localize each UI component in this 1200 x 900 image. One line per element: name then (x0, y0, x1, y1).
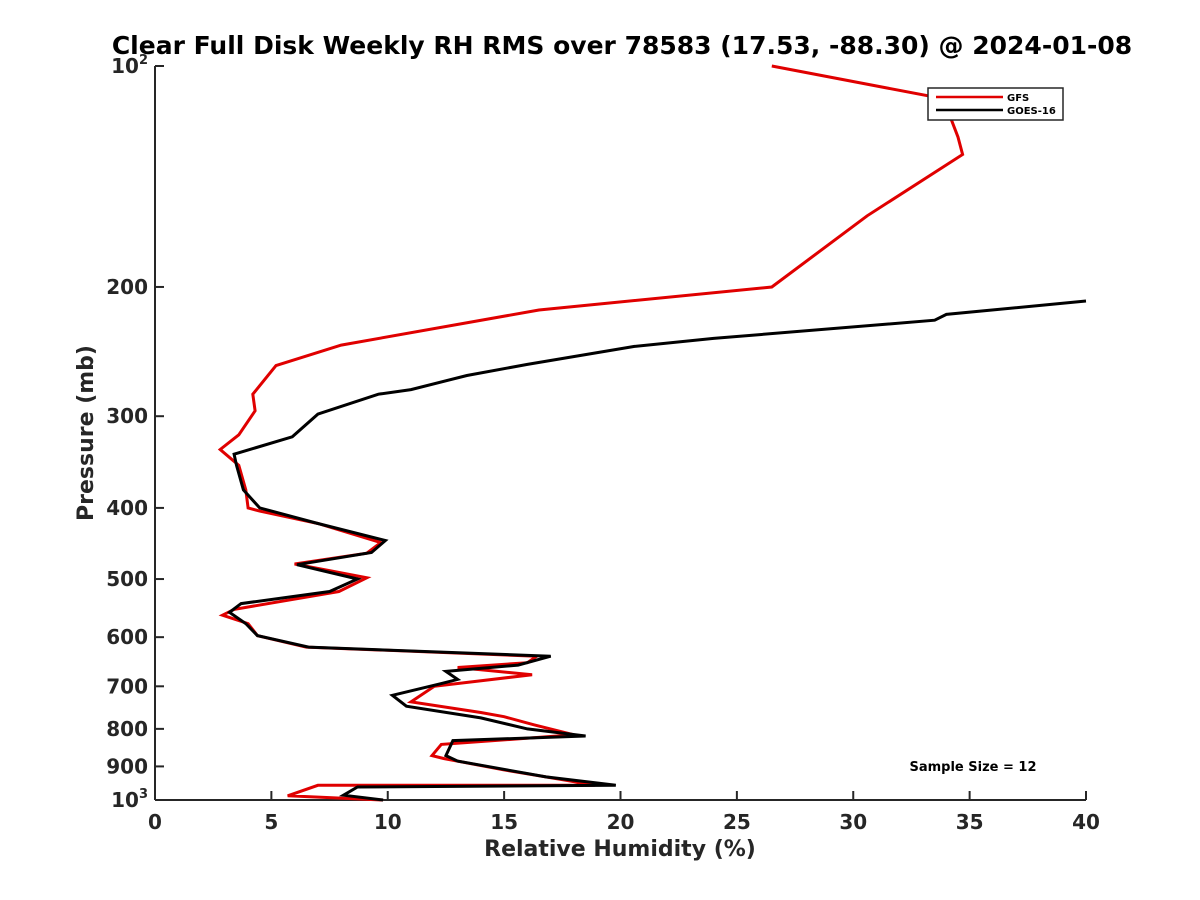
y-tick-label: 500 (106, 567, 148, 591)
y-tick-label: 102 (111, 53, 148, 78)
y-tick-label: 300 (106, 404, 148, 428)
x-tick-label: 0 (148, 810, 162, 834)
y-tick-label: 200 (106, 275, 148, 299)
x-tick-label: 10 (374, 810, 402, 834)
x-tick-label: 15 (490, 810, 518, 834)
y-tick-base: 10 (111, 54, 139, 78)
y-tick-label: 700 (106, 674, 148, 698)
x-tick-label: 40 (1072, 810, 1100, 834)
x-tick-label: 25 (723, 810, 751, 834)
legend-label-gfs: GFS (1007, 93, 1029, 104)
y-tick-base: 10 (111, 788, 139, 812)
y-tick-label: 600 (106, 625, 148, 649)
y-tick-label: 800 (106, 717, 148, 741)
y-tick-exponent: 3 (139, 787, 148, 802)
y-tick-label: 400 (106, 496, 148, 520)
y-tick-exponent: 2 (139, 53, 148, 68)
series-line-goes16 (226, 299, 1087, 802)
x-tick-label: 35 (956, 810, 984, 834)
x-tick-label: 20 (607, 810, 635, 834)
series-line-gfs (217, 64, 965, 802)
sample-size-annotation: Sample Size = 12 (909, 760, 1036, 775)
x-tick-label: 30 (839, 810, 867, 834)
x-tick-label: 5 (264, 810, 278, 834)
y-axis-label: Pressure (mb) (74, 345, 99, 521)
legend-box (927, 87, 1064, 121)
series-lines (217, 64, 1087, 802)
legend: GFS GOES-16 (927, 87, 1064, 121)
x-axis-label: Relative Humidity (%) (484, 837, 756, 862)
legend-label-goes16: GOES-16 (1007, 106, 1056, 117)
chart-title: Clear Full Disk Weekly RH RMS over 78583… (112, 31, 1132, 60)
x-ticks: 0 5 10 15 20 25 30 35 40 (148, 791, 1100, 834)
y-tick-label: 900 (106, 754, 148, 778)
y-tick-label: 103 (111, 787, 148, 812)
